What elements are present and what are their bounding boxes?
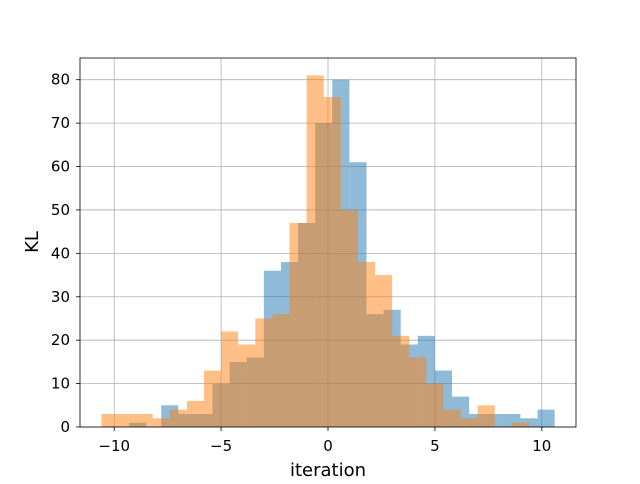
histogram-bar-series-2 <box>135 413 153 427</box>
x-tick-label: 10 <box>532 437 551 455</box>
y-tick-label: 70 <box>51 114 70 132</box>
histogram-bar-series-1 <box>537 409 555 427</box>
y-tick-label: 10 <box>51 375 70 393</box>
histogram-bar-series-1 <box>520 418 538 427</box>
histogram-bar-series-2 <box>323 97 341 427</box>
x-tick-label: −10 <box>98 437 130 455</box>
y-axis-ticks: 0 10 20 30 40 50 60 70 80 <box>51 71 80 436</box>
histogram-bar-series-2 <box>357 262 376 427</box>
y-tick-label: 40 <box>51 244 70 262</box>
y-tick-label: 30 <box>51 288 70 306</box>
x-tick-label: 5 <box>430 437 440 455</box>
histogram-bar-series-2 <box>238 344 256 427</box>
x-tick-label: −5 <box>210 437 232 455</box>
y-axis-label: KL <box>22 231 43 253</box>
histogram-bar-series-2 <box>272 314 290 427</box>
histogram-bar-series-2 <box>221 331 239 427</box>
y-tick-label: 80 <box>51 71 70 89</box>
y-tick-label: 20 <box>51 331 70 349</box>
histogram-bar-series-2 <box>460 418 478 427</box>
histogram-bar-series-2 <box>340 209 358 427</box>
histogram-bar-series-2 <box>306 75 324 427</box>
x-axis-ticks: −10 −5 0 5 10 <box>98 427 551 455</box>
y-tick-label: 60 <box>51 158 70 176</box>
histogram-bar-series-2 <box>204 370 222 427</box>
histogram-bar-series-2 <box>186 400 204 427</box>
histogram-bar-series-2 <box>101 413 119 427</box>
histogram-bar-series-2 <box>443 409 461 427</box>
histogram-bar-series-2 <box>409 357 427 427</box>
histogram-bar-series-2 <box>511 422 529 427</box>
histogram-bar-series-2 <box>118 413 136 427</box>
x-axis-label: iteration <box>290 460 366 480</box>
histogram-bars <box>101 75 555 428</box>
histogram-bar-series-2 <box>477 405 495 427</box>
histogram-bar-series-2 <box>392 335 410 427</box>
histogram-bar-series-2 <box>375 275 393 427</box>
histogram-bar-series-2 <box>289 222 307 427</box>
y-tick-label: 0 <box>60 418 70 436</box>
histogram-bar-series-2 <box>152 418 170 427</box>
x-tick-label: 0 <box>323 437 333 455</box>
y-tick-label: 50 <box>51 201 70 219</box>
histogram-bar-series-2 <box>169 409 187 427</box>
histogram-bar-series-2 <box>255 318 273 427</box>
histogram-bar-series-2 <box>426 383 444 427</box>
